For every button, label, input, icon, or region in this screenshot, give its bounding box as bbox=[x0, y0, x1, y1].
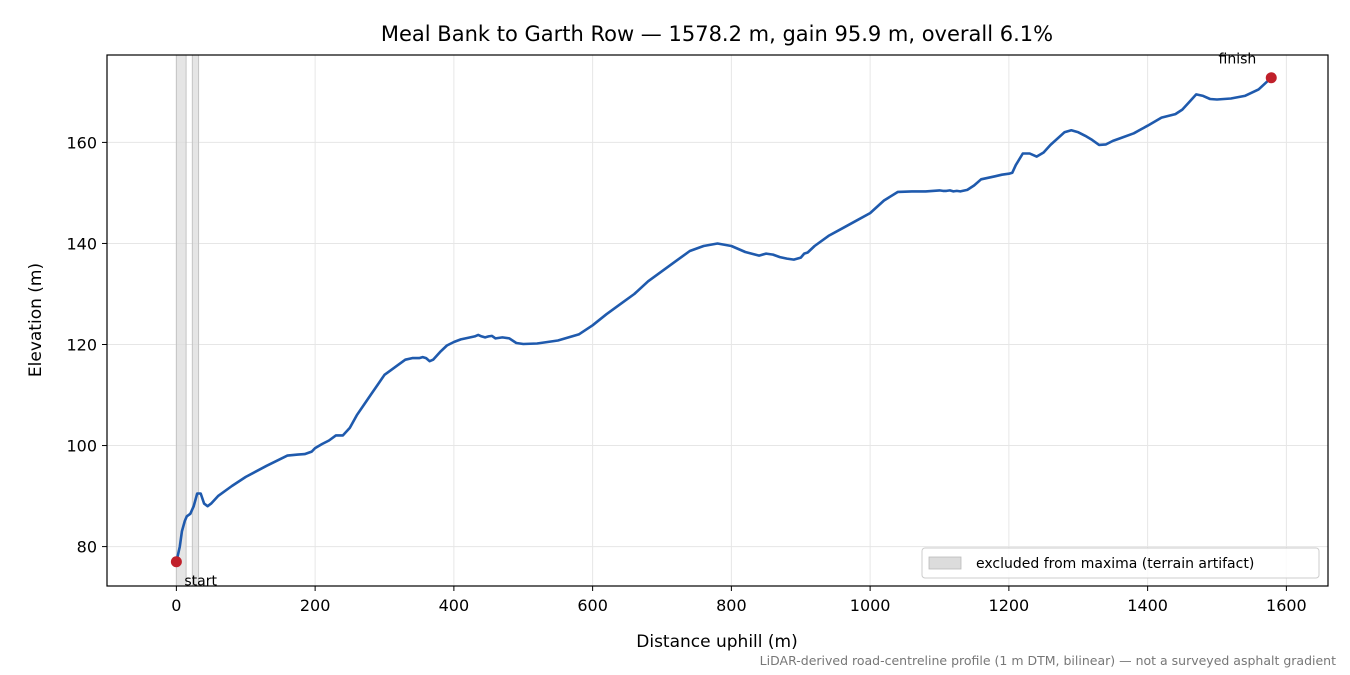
series-group bbox=[175, 76, 1273, 563]
legend: excluded from maxima (terrain artifact) bbox=[921, 547, 1320, 579]
elevation-line bbox=[175, 76, 1273, 563]
x-tick-label: 1000 bbox=[850, 596, 891, 615]
start-label: start bbox=[184, 574, 217, 590]
plot-frame bbox=[106, 54, 1329, 587]
footnote: LiDAR-derived road-centreline profile (1… bbox=[760, 653, 1336, 668]
y-tick-label: 140 bbox=[66, 234, 97, 253]
legend-swatch bbox=[928, 556, 962, 570]
y-axis-label: Elevation (m) bbox=[26, 263, 46, 377]
y-axis-ticks: 80 100 120 140 160 bbox=[66, 133, 107, 557]
x-tick-label: 1600 bbox=[1266, 596, 1307, 615]
x-axis-ticks: 0 200 400 600 800 1000 1200 1400 1600 bbox=[171, 586, 1307, 615]
start-point bbox=[170, 556, 182, 568]
x-tick-label: 800 bbox=[716, 596, 747, 615]
chart-title: Meal Bank to Garth Row — 1578.2 m, gain … bbox=[381, 22, 1053, 46]
x-tick-label: 0 bbox=[171, 596, 181, 615]
x-tick-label: 400 bbox=[439, 596, 470, 615]
finish-label: finish bbox=[1219, 52, 1257, 68]
legend-box bbox=[921, 547, 1320, 579]
x-tick-label: 600 bbox=[577, 596, 608, 615]
finish-point bbox=[1265, 72, 1277, 84]
x-tick-label: 1400 bbox=[1127, 596, 1168, 615]
y-tick-label: 80 bbox=[77, 538, 97, 557]
x-axis-label: Distance uphill (m) bbox=[636, 632, 797, 652]
legend-label: excluded from maxima (terrain artifact) bbox=[976, 556, 1254, 572]
y-tick-label: 160 bbox=[66, 133, 97, 152]
x-tick-label: 200 bbox=[300, 596, 331, 615]
x-tick-label: 1200 bbox=[989, 596, 1030, 615]
excluded-range-band bbox=[175, 54, 187, 587]
gridlines bbox=[107, 55, 1328, 586]
y-tick-label: 100 bbox=[66, 437, 97, 456]
y-tick-label: 120 bbox=[66, 335, 97, 354]
